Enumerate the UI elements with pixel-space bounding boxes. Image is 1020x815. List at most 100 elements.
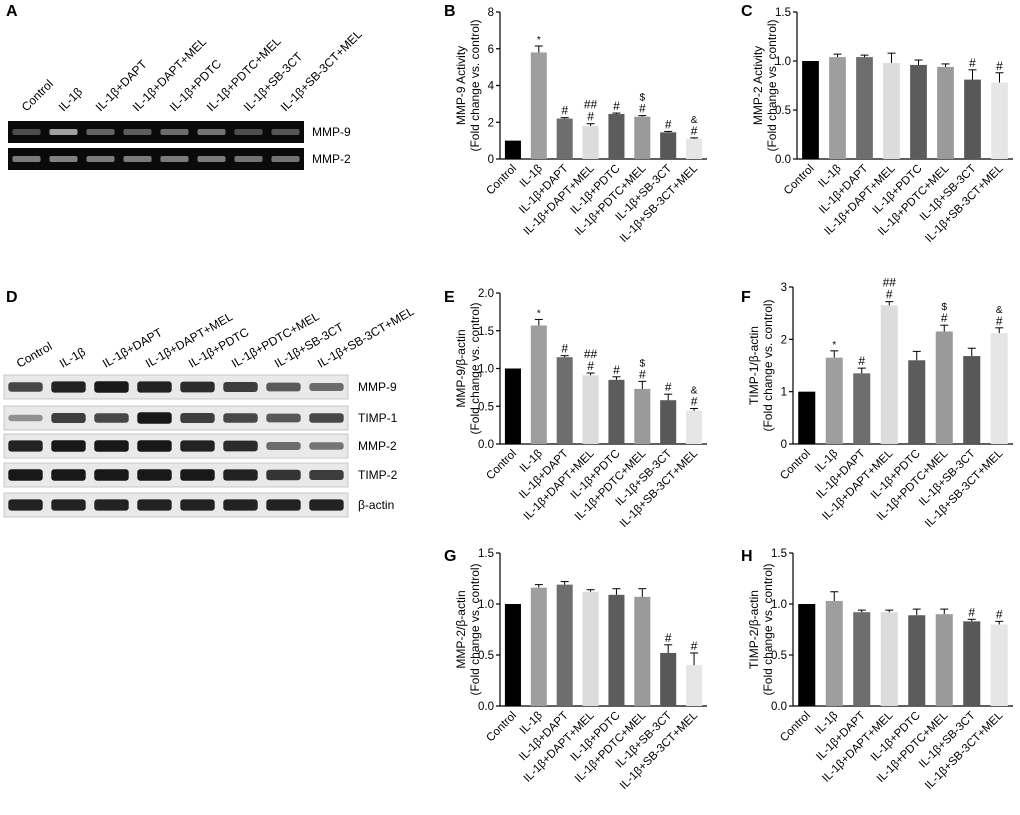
bar: [608, 379, 625, 444]
significance-mark: #: [561, 342, 568, 356]
y-axis-label-sub: (Fold change vs. control): [468, 563, 482, 695]
bar: [937, 66, 954, 159]
panel-letter-a: A: [6, 3, 18, 20]
chart-panel-c: C 0.0 0.5 1.0 1.5 MMP-2 Activity (Fold change …: [741, 3, 1013, 245]
significance-mark: #: [639, 102, 646, 116]
bar: [935, 331, 953, 444]
blot-row-label: MMP-9: [358, 380, 397, 394]
bar: [880, 305, 898, 444]
significance-mark: ##: [584, 98, 598, 112]
y-tick-label: 0.5: [775, 105, 791, 117]
significance-mark: $: [640, 358, 646, 369]
y-tick-label: 0: [781, 439, 787, 451]
blot-band: [266, 469, 301, 481]
gel-row-label: MMP-2: [312, 152, 351, 166]
y-axis-label: MMP-9/β-actin: [454, 329, 468, 407]
blot-band: [223, 499, 258, 511]
blot-band: [8, 382, 43, 392]
gel-band: [49, 156, 78, 162]
bar: [991, 82, 1008, 159]
bar: [935, 614, 953, 706]
gel-band: [123, 129, 152, 135]
bar: [504, 604, 521, 706]
significance-mark: #: [561, 104, 568, 118]
bar: [910, 64, 927, 159]
gel-lane-label: Control: [19, 77, 56, 114]
bar: [634, 596, 651, 706]
panel-letter-b: B: [444, 3, 456, 20]
bar: [908, 615, 926, 706]
y-tick-label: 0.0: [771, 701, 787, 713]
bar: [556, 118, 573, 159]
panel-letter-f: F: [741, 289, 751, 306]
significance-mark: #: [691, 395, 698, 409]
blot-band: [137, 440, 172, 452]
y-tick-label: 1.5: [771, 548, 787, 560]
bar: [798, 391, 816, 444]
significance-mark: ##: [883, 276, 897, 290]
bar: [856, 57, 873, 159]
blot-band: [51, 499, 86, 511]
blot-band: [223, 382, 258, 392]
gel-band: [234, 129, 263, 135]
y-axis-label-sub: (Fold change vs. control): [761, 563, 775, 695]
blot-band: [180, 440, 215, 452]
blot-lane-label: IL-1β: [57, 345, 88, 371]
y-tick-label: 2: [488, 117, 494, 129]
gel-row-label: MMP-9: [312, 125, 351, 139]
bar: [582, 591, 599, 706]
significance-mark: #: [691, 124, 698, 138]
y-tick-label: 0.5: [771, 650, 787, 662]
bar: [530, 52, 547, 159]
bar: [530, 587, 547, 706]
gel-band: [86, 129, 115, 135]
significance-mark: #: [886, 288, 893, 302]
gel-band: [86, 156, 115, 162]
significance-mark: &: [691, 115, 698, 126]
significance-mark: *: [832, 340, 836, 351]
significance-mark: #: [613, 363, 620, 377]
significance-mark: #: [968, 605, 975, 619]
y-axis-label-sub: (Fold change vs. control): [765, 19, 779, 151]
gel-band: [197, 156, 226, 162]
y-axis-label-sub: (Fold change vs. control): [468, 302, 482, 434]
y-tick-label: 6: [488, 44, 494, 56]
panel-letter-c: C: [741, 3, 753, 20]
significance-mark: #: [665, 631, 672, 645]
chart-panel-h: H 0.0 0.5 1.0 1.5 TIMP-2/β-actin (Fold change …: [741, 548, 1013, 792]
blot-band: [223, 440, 258, 452]
blot-band: [137, 412, 172, 424]
y-axis-label: TIMP-1/β-actin: [747, 326, 761, 405]
bar: [963, 621, 981, 706]
gel-strip: [8, 121, 304, 143]
bar: [504, 368, 521, 444]
bar: [660, 652, 677, 706]
y-tick-label: 1.5: [775, 7, 791, 19]
y-axis-label: MMP-2/β-actin: [454, 590, 468, 668]
gel-band: [12, 129, 41, 135]
x-tick-label: Control: [778, 710, 813, 745]
blot-band: [8, 469, 43, 481]
bar: [686, 410, 703, 444]
bar: [825, 357, 843, 444]
y-axis-label-sub: (Fold change vs. control): [468, 19, 482, 151]
significance-mark: $: [941, 302, 947, 313]
blot-row-label: TIMP-2: [358, 468, 398, 482]
blot-band: [309, 413, 344, 423]
gel-strip: [8, 148, 304, 170]
gel-band: [49, 129, 78, 135]
blot-band: [94, 381, 129, 393]
significance-mark: #: [996, 314, 1003, 328]
blot-band: [94, 440, 129, 452]
bar: [634, 388, 651, 444]
significance-mark: #: [587, 359, 594, 373]
x-tick-label: Control: [484, 710, 519, 745]
bar: [908, 360, 926, 444]
y-tick-label: 2.0: [478, 288, 494, 300]
significance-mark: #: [613, 99, 620, 113]
blot-band: [309, 499, 344, 511]
bar: [990, 624, 1008, 706]
bar: [556, 357, 573, 444]
y-tick-label: 2: [781, 334, 787, 346]
y-tick-label: 8: [488, 7, 494, 19]
